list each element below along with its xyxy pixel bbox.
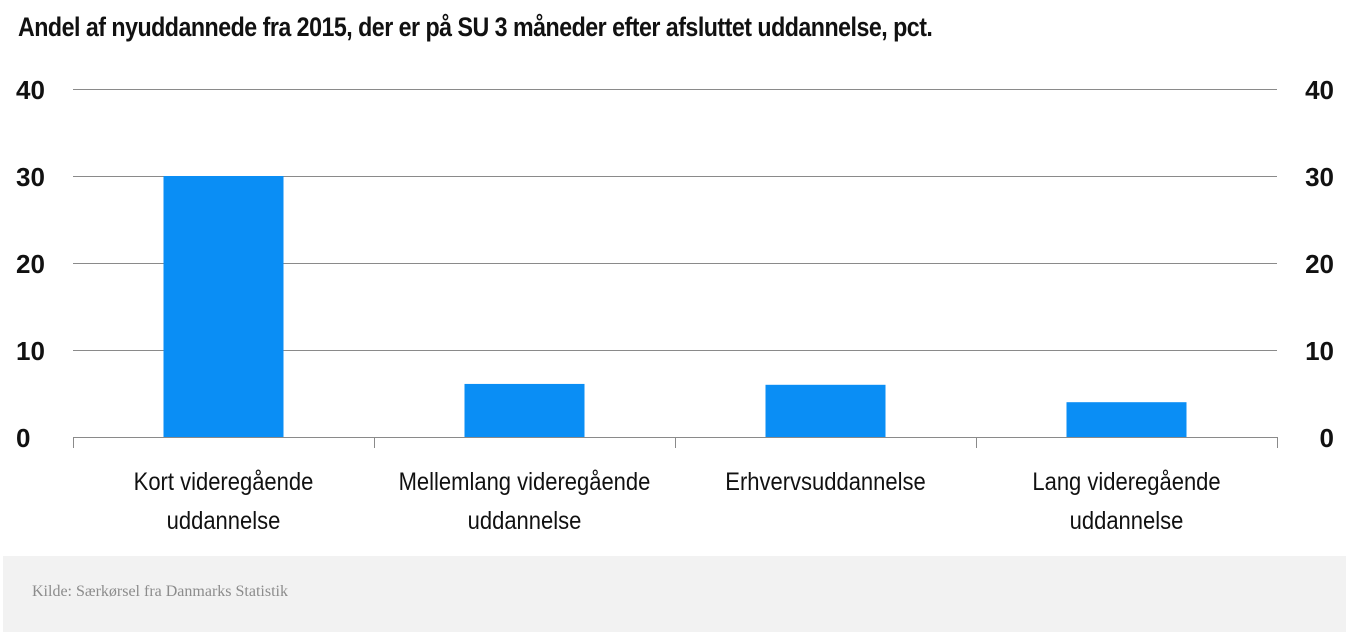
y-tick-label-left: 10 — [16, 336, 45, 366]
y-tick-label-left: 20 — [16, 249, 45, 279]
y-tick-label-right: 40 — [1305, 75, 1334, 105]
bar-chart: 0 0 10 10 20 20 30 30 40 40 Kort videregående uddan… — [16, 75, 1334, 534]
y-tick-label-right: 20 — [1305, 249, 1334, 279]
bar — [163, 176, 284, 437]
x-category-label: uddannelse — [167, 507, 281, 535]
x-category-label: uddannelse — [1070, 507, 1184, 535]
y-tick-label-right: 10 — [1305, 336, 1334, 366]
x-category-label: Lang videregående — [1032, 468, 1220, 496]
x-category-label: uddannelse — [468, 507, 582, 535]
x-category-label: Kort videregående — [134, 468, 314, 496]
x-category-label: Erhvervsuddannelse — [725, 468, 925, 496]
bar — [765, 384, 886, 437]
bar — [464, 383, 585, 437]
bar — [1066, 402, 1187, 437]
y-tick-label-left: 0 — [16, 423, 30, 453]
y-tick-label-left: 30 — [16, 162, 45, 192]
tick-labels: 0 0 10 10 20 20 30 30 40 40 Kort videregående uddan… — [16, 75, 1334, 534]
y-tick-label-right: 0 — [1320, 423, 1334, 453]
y-tick-label-right: 30 — [1305, 162, 1334, 192]
x-axis — [73, 437, 1278, 448]
source-note: Kilde: Særkørsel fra Danmarks Statistik — [32, 583, 288, 600]
y-tick-label-left: 40 — [16, 75, 45, 105]
bars — [163, 176, 1187, 437]
chart-title: Andel af nyuddannede fra 2015, der er på… — [18, 12, 933, 42]
footer: Kilde: Særkørsel fra Danmarks Statistik — [3, 556, 1346, 632]
x-category-label: Mellemlang videregående — [399, 468, 651, 496]
